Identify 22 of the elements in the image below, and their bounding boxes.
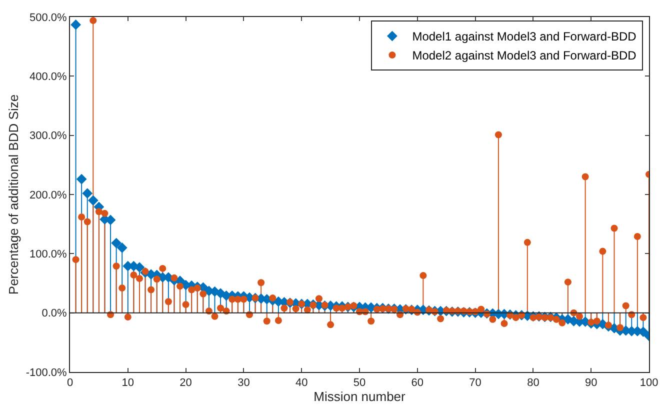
x-tick-label: 60 bbox=[411, 377, 424, 390]
x-tick-label: 10 bbox=[122, 377, 134, 390]
y-tick-label: 100.0% bbox=[29, 248, 68, 261]
y-tick-label: 0.0% bbox=[42, 308, 68, 320]
x-tick-label: 20 bbox=[180, 377, 192, 390]
x-tick-label: 0 bbox=[66, 377, 74, 390]
x-tick-label: 70 bbox=[469, 377, 482, 390]
y-tick-label: 500.0% bbox=[29, 12, 68, 24]
x-tick-label: 90 bbox=[584, 377, 598, 390]
x-tick-label: 40 bbox=[295, 377, 308, 390]
legend-label: Model1 against Model3 and Forward-BDD bbox=[412, 30, 637, 44]
y-tick-label: 400.0% bbox=[29, 71, 68, 84]
x-tick-label: 80 bbox=[527, 377, 540, 390]
x-tick-label: 30 bbox=[238, 377, 250, 390]
x-axis-title: Mission number bbox=[314, 389, 406, 404]
x-tick-label: 50 bbox=[353, 377, 366, 390]
y-tick-label: -100.0% bbox=[26, 366, 68, 379]
y-tick-label: 200.0% bbox=[29, 189, 68, 202]
x-tick-label: 100 bbox=[640, 377, 658, 390]
legend-label: Model2 against Model3 and Forward-BDD bbox=[412, 48, 637, 63]
y-axis-title: Percentage of additional BDD Size bbox=[6, 94, 21, 295]
y-tick-label: 300.0% bbox=[29, 130, 68, 142]
